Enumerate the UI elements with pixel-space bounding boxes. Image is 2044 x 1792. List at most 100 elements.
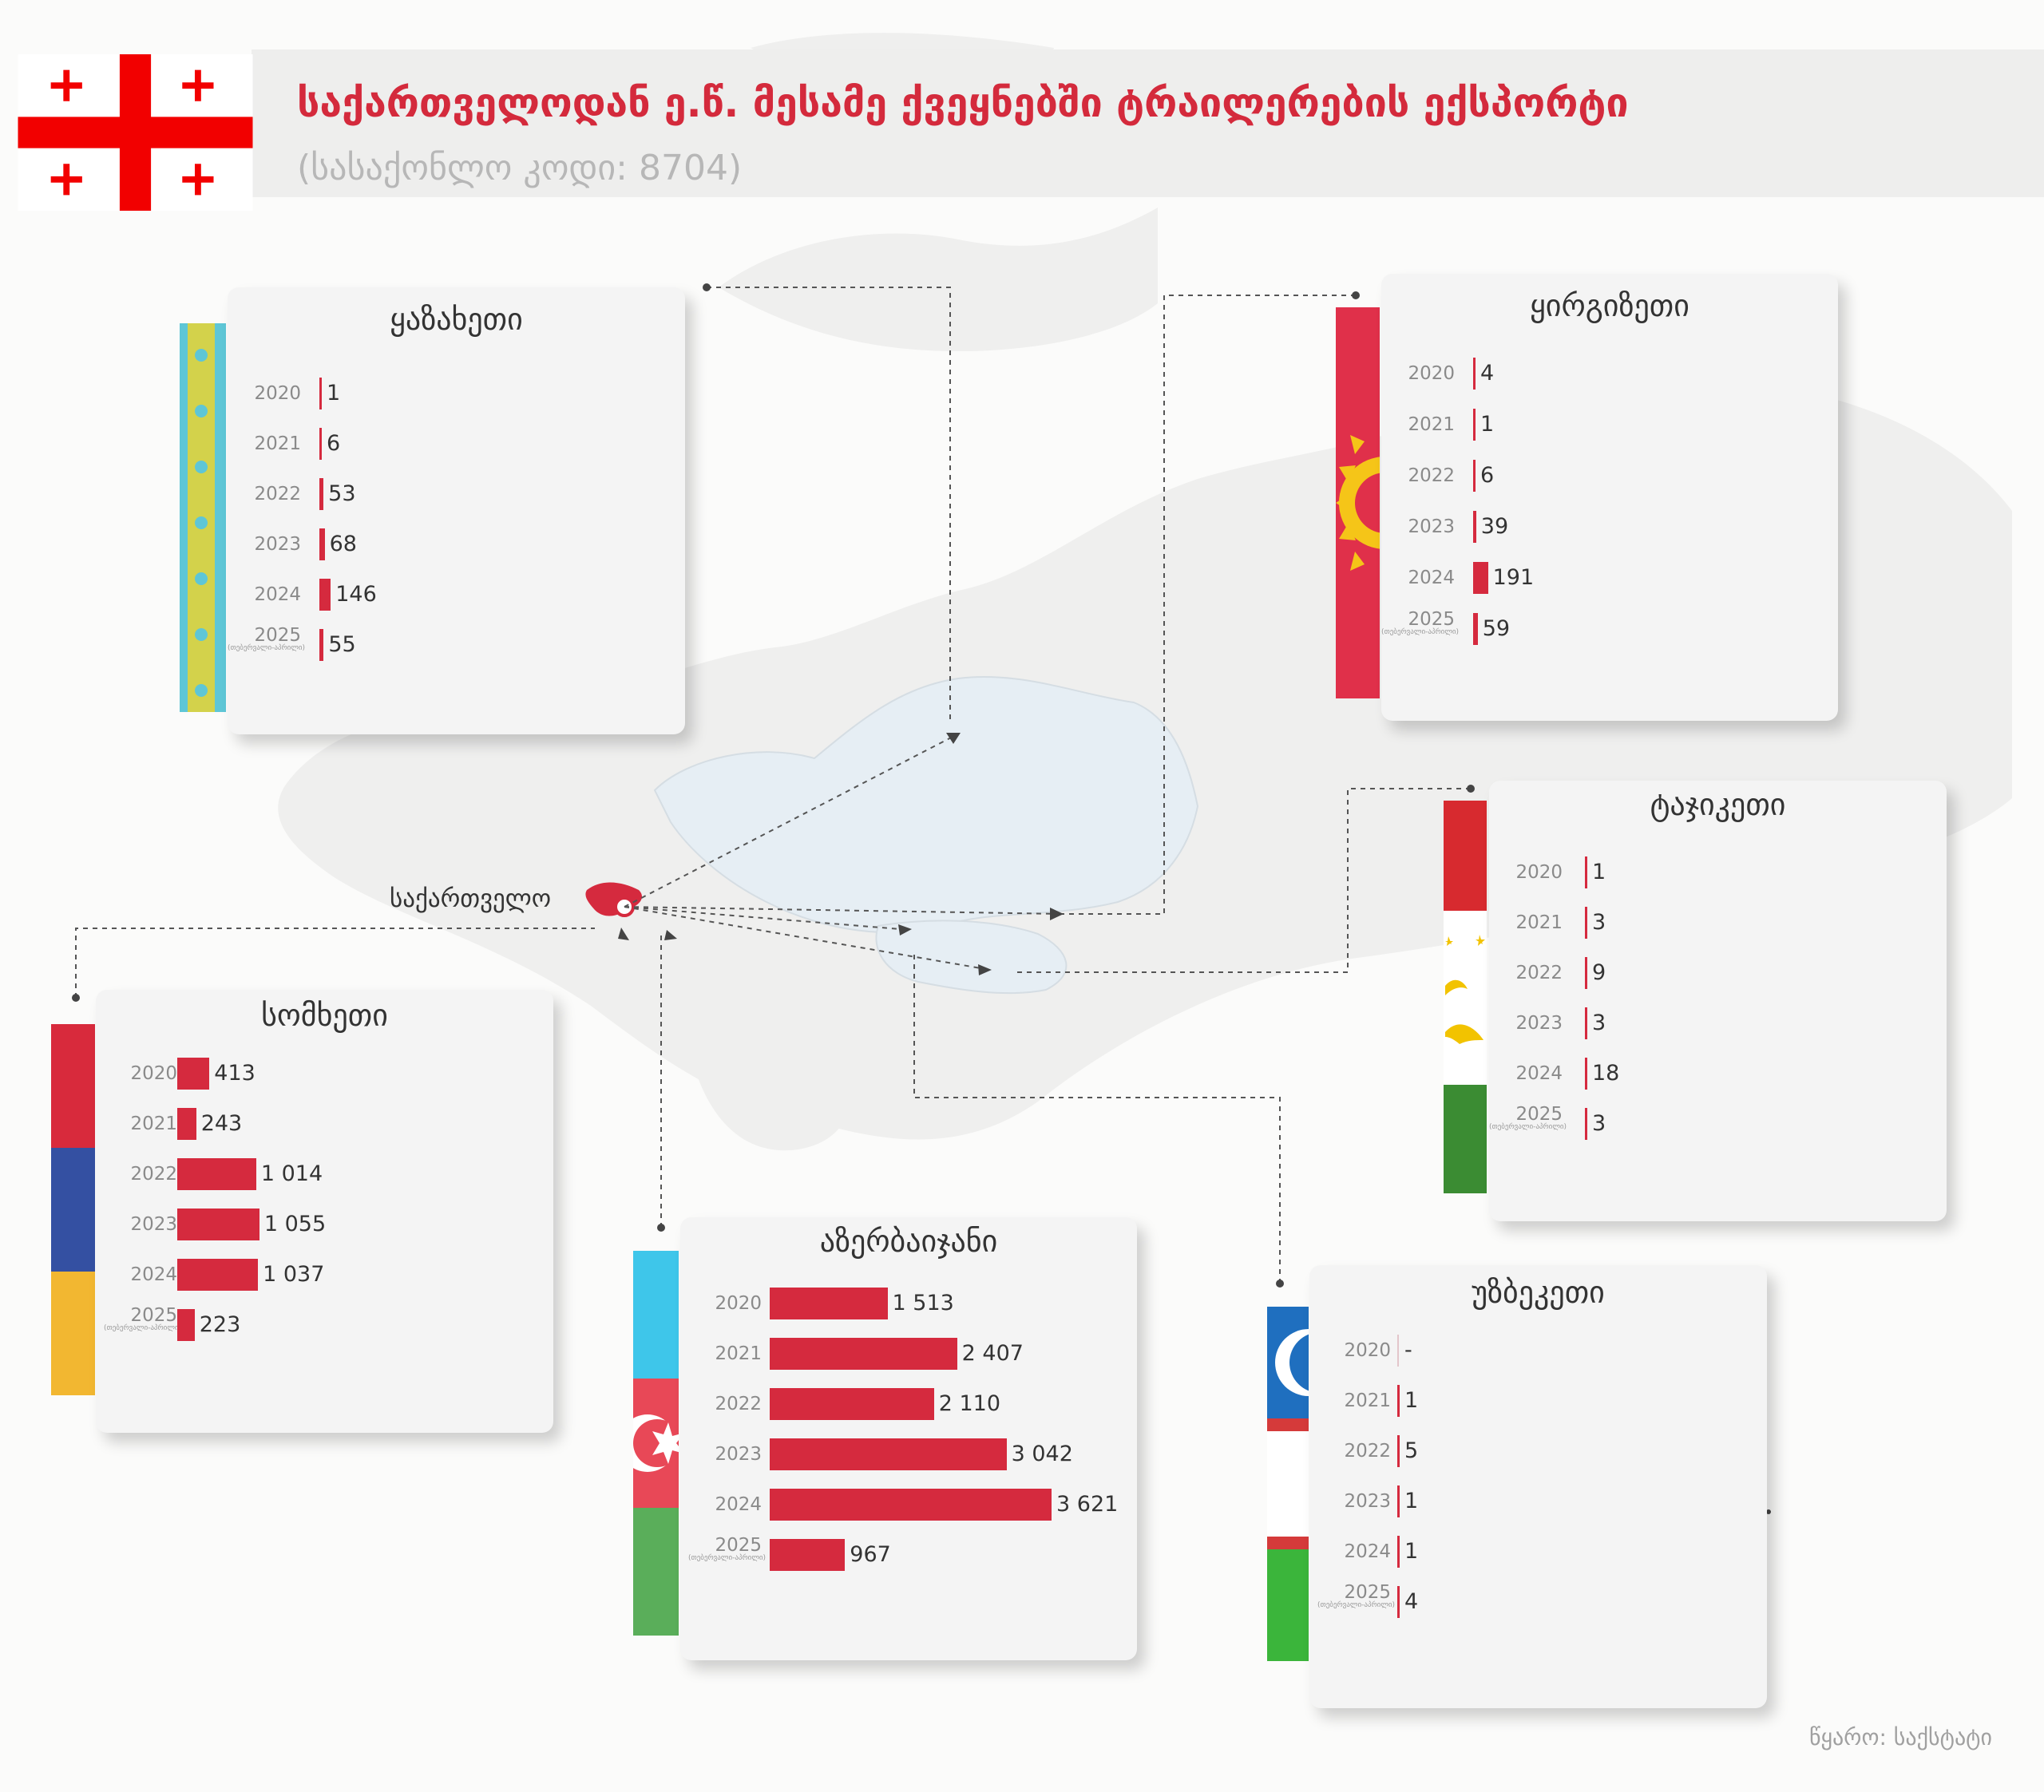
georgia-flag-icon [18, 54, 253, 211]
map-label-georgia: საქართველო [390, 884, 552, 913]
bar-row: 2025 (თებერვალი-აპრილი) 967 [680, 1535, 1137, 1575]
year-text: 2025 [254, 625, 301, 646]
year-label: 2021 [254, 433, 301, 454]
card-title: აზერბაიჯანი [819, 1224, 998, 1259]
bar [1473, 358, 1476, 390]
chart-card-tajikistan: ტაჯიკეთი 2020 1 2021 3 2022 9 2023 3 2024 18 2025(… [1489, 781, 1947, 1221]
value-label: 2 407 [961, 1341, 1024, 1366]
source-note: წყარო: საქსტატი [1808, 1724, 1992, 1750]
bar [177, 1259, 259, 1291]
title-band [252, 49, 2044, 197]
value-label: 1 [1592, 860, 1606, 884]
year-note: (თებერვალი-აპრილი) [104, 1324, 182, 1332]
value-label: 3 [1592, 1111, 1606, 1136]
value-label: 3 042 [1011, 1442, 1073, 1466]
bar [770, 1489, 1052, 1521]
year-label: 2022 [1408, 465, 1455, 486]
bar-row: 2024 191 [1381, 558, 1838, 598]
value-label: 3 621 [1056, 1492, 1119, 1517]
card-title: უზბეკეთი [1472, 1275, 1605, 1310]
bar [1473, 460, 1476, 492]
bar [1397, 1586, 1400, 1618]
bar [1585, 1007, 1587, 1039]
bar-row: 2025 (თებერვალი-აპრილი) 59 [1381, 609, 1838, 649]
bar-row: 2021 243 [96, 1104, 553, 1144]
bar [177, 1158, 256, 1190]
bar-row: 2022 53 [228, 474, 685, 514]
card-title: ყირგიზეთი [1530, 288, 1689, 323]
year-label: 2022 [254, 484, 301, 504]
bar [770, 1539, 846, 1571]
bar-row: 2024 1 [1309, 1532, 1767, 1572]
bar-row: 2020 4 [1381, 354, 1838, 394]
year-label: 2024 [715, 1494, 762, 1515]
year-label: 2024 [254, 584, 301, 605]
bar [1473, 409, 1476, 441]
value-label: 6 [1480, 463, 1495, 488]
kazakhstan-region [653, 676, 1199, 933]
value-label: 3 [1592, 1011, 1606, 1035]
bar [319, 428, 322, 460]
year-note: (თებერვალი-აპრილი) [688, 1554, 766, 1562]
value-label: 1 055 [263, 1212, 327, 1236]
value-label: 1 [1480, 412, 1495, 437]
card-title: ტაჯიკეთი [1650, 787, 1786, 822]
bar-row: 2021 2 407 [680, 1334, 1137, 1374]
bar-row: 2022 1 014 [96, 1154, 553, 1194]
page-title: საქართველოდან ე.წ. მესამე ქვეყნებში ტრაი… [297, 80, 1629, 126]
year-label: 2025 (თებერვალი-აპრილი) [688, 1535, 766, 1563]
year-label: 2022 [1515, 963, 1563, 983]
year-label: 2021 [130, 1114, 177, 1134]
value-label: - [1404, 1338, 1412, 1363]
bar [1397, 1335, 1399, 1367]
value-label: 1 [1404, 1489, 1419, 1513]
year-label: 2021 [1515, 912, 1563, 933]
bar [1473, 613, 1478, 645]
year-label: 2023 [1344, 1491, 1391, 1512]
central-asia-region [875, 920, 1068, 995]
bar [319, 478, 324, 510]
year-label: 2021 [1344, 1390, 1391, 1411]
bar-row: 2024 1 037 [96, 1255, 553, 1295]
value-label: 39 [1480, 514, 1509, 539]
bar-row: 2021 1 [1381, 405, 1838, 445]
year-text: 2025 [1344, 1582, 1391, 1603]
year-text: 2025 [1515, 1104, 1563, 1125]
chart-card-kyrgyzstan: ყირგიზეთი 2020 4 2021 1 2022 6 2023 39 2024 191 20… [1381, 274, 1838, 721]
year-note: (თებერვალი-აპრილი) [228, 644, 306, 652]
value-label: 223 [199, 1312, 241, 1337]
bar [319, 378, 322, 409]
bar [1473, 511, 1476, 543]
bar [319, 579, 331, 611]
year-label: 2020 [715, 1293, 762, 1314]
bar [1397, 1435, 1400, 1467]
year-label: 2025 (თებერვალი-აპრილი) [1381, 611, 1460, 637]
year-label: 2024 [1408, 568, 1455, 588]
year-label: 2020 [130, 1063, 177, 1084]
year-text: 2025 [130, 1305, 177, 1326]
value-label: 53 [328, 481, 356, 506]
chart-card-azerbaijan: აზერბაიჯანი 2020 1 513 2021 2 407 2022 2 110 2… [680, 1217, 1137, 1660]
card-title: სომხეთი [261, 998, 388, 1033]
bar [1585, 856, 1587, 888]
value-label: 5 [1404, 1438, 1419, 1463]
bar-row: 2022 6 [1381, 456, 1838, 496]
bar [1473, 562, 1488, 594]
value-label: 4 [1404, 1589, 1419, 1614]
bar [319, 528, 325, 560]
value-label: 967 [850, 1542, 891, 1567]
value-label: 413 [214, 1061, 256, 1086]
bar-row: 2020 413 [96, 1054, 553, 1094]
value-label: 9 [1592, 960, 1606, 985]
year-label: 2020 [1515, 862, 1563, 883]
year-label: 2020 [254, 383, 301, 404]
value-label: 243 [200, 1111, 243, 1136]
value-label: 1 [327, 381, 341, 405]
value-label: 3 [1592, 910, 1606, 935]
year-text: 2025 [715, 1535, 762, 1556]
year-label: 2023 [715, 1444, 762, 1465]
year-label: 2021 [1408, 414, 1455, 435]
bar-row: 2023 3 [1489, 1003, 1947, 1043]
year-note: (თებერვალი-აპრილი) [1381, 628, 1460, 636]
bar [177, 1108, 196, 1140]
